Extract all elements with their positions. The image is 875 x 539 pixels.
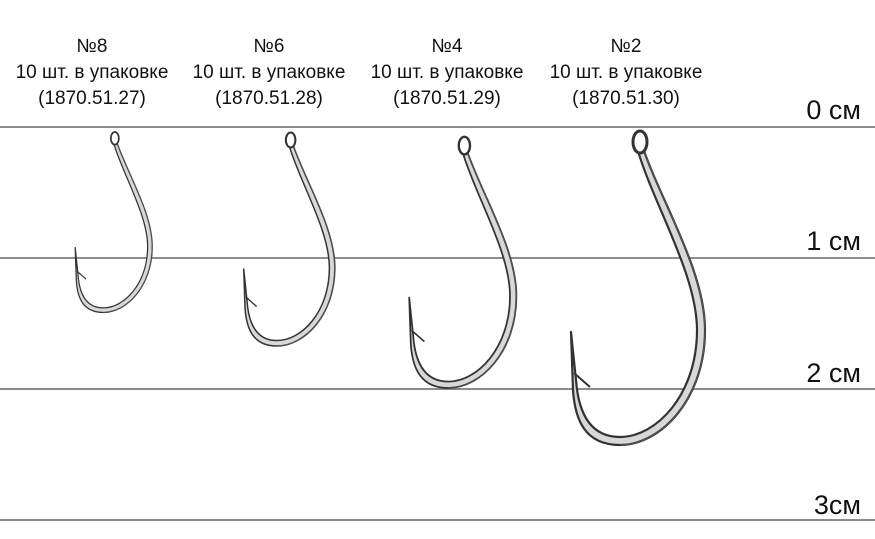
hook-size: №4 (431, 36, 463, 57)
scale-label-0cm: 0 см (806, 95, 861, 125)
scale-label-2cm: 2 см (806, 358, 861, 388)
hook-code: (1870.51.29) (393, 88, 501, 109)
hook-code: (1870.51.30) (572, 88, 680, 109)
hook-label-4: №4 10 шт. в упаковке (1870.51.29) (352, 34, 542, 112)
hook-size: №2 (610, 36, 642, 57)
hook-label-8: №8 10 шт. в упаковке (1870.51.27) (0, 34, 187, 112)
scale-line-2cm (0, 388, 875, 390)
hook-pack: 10 шт. в упаковке (15, 62, 169, 83)
scale-line-0cm (0, 126, 875, 128)
scale-line-3cm (0, 519, 875, 521)
hook-6-image (242, 131, 336, 348)
hook-size: №8 (76, 36, 108, 57)
hook-size: №6 (253, 36, 285, 57)
hook-code: (1870.51.27) (38, 88, 146, 109)
hook-4-image (408, 135, 518, 390)
scale-line-1cm (0, 257, 875, 259)
hook-8-image (74, 131, 154, 314)
hook-label-6: №6 10 шт. в упаковке (1870.51.28) (174, 34, 364, 112)
hook-label-2: №2 10 шт. в упаковке (1870.51.30) (531, 34, 721, 112)
hook-pack: 10 шт. в упаковке (370, 62, 524, 83)
scale-label-3cm: 3см (813, 490, 861, 520)
hook-pack: 10 шт. в упаковке (192, 62, 346, 83)
scale-label-1cm: 1 см (806, 226, 861, 256)
hook-2-image (569, 129, 707, 447)
hook-pack: 10 шт. в упаковке (549, 62, 703, 83)
hook-code: (1870.51.28) (215, 88, 323, 109)
